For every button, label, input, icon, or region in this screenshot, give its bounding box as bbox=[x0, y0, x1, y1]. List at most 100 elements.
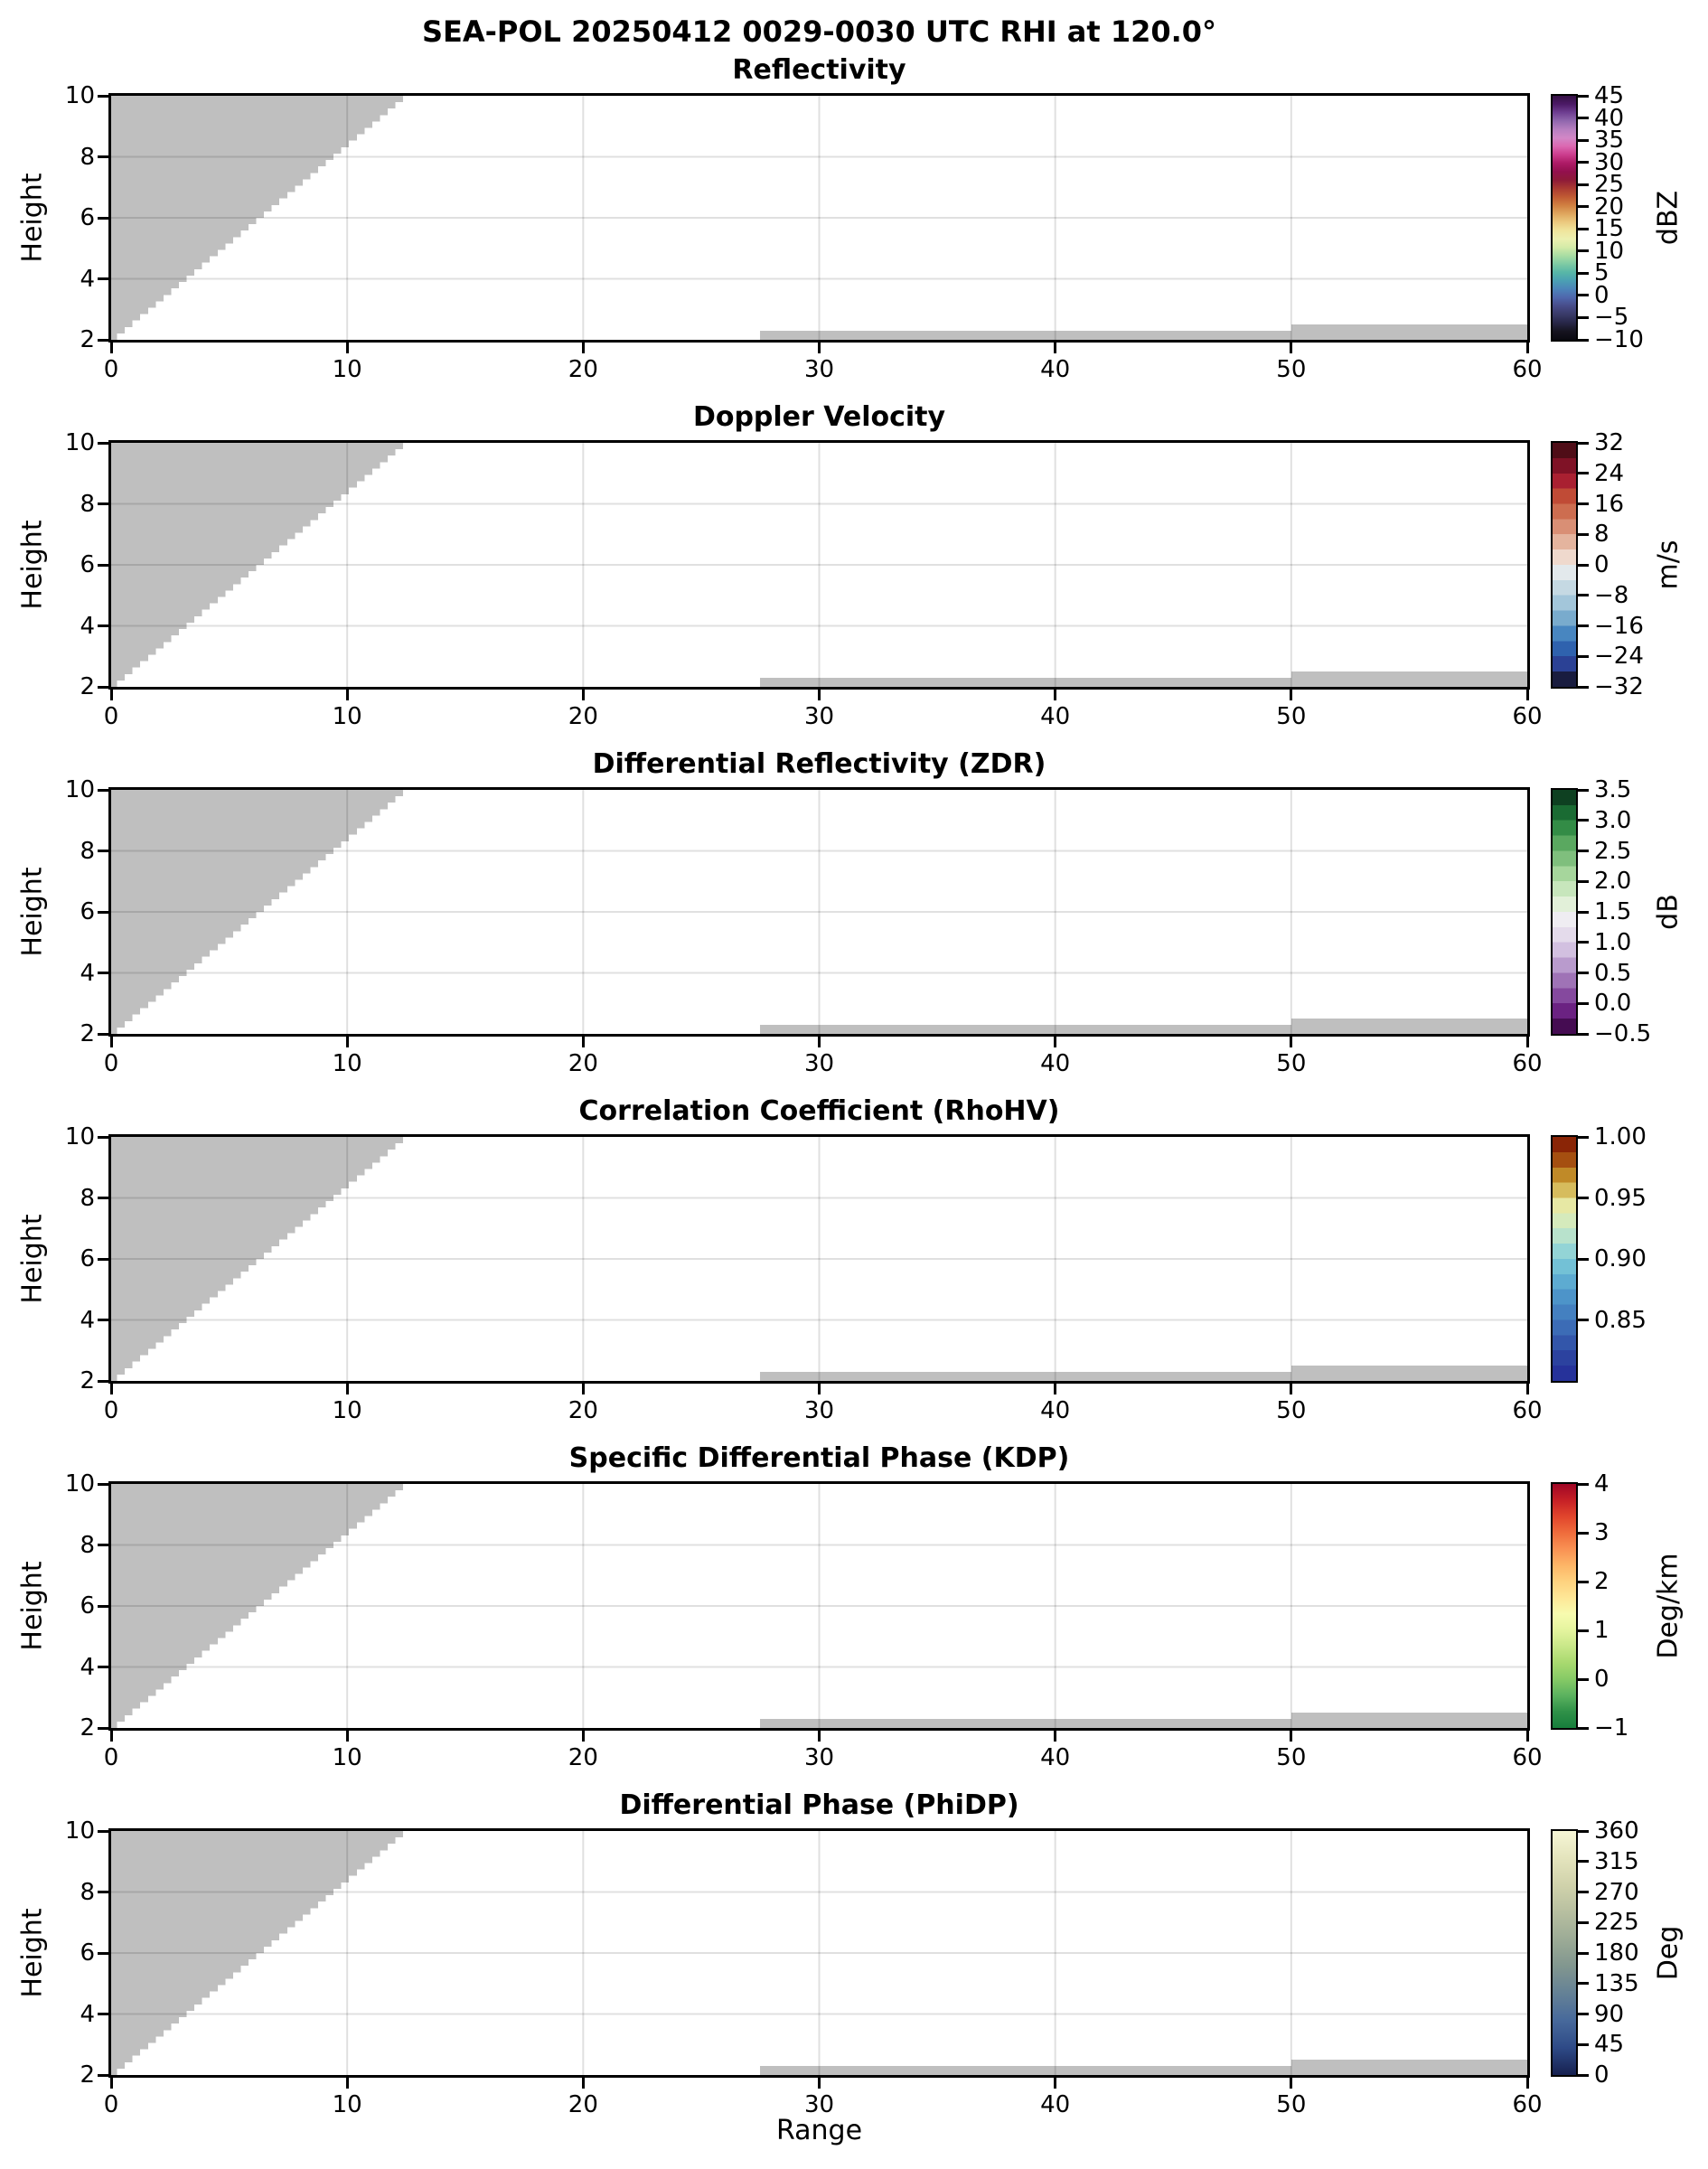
colorbar-tick-mark bbox=[1578, 1032, 1589, 1036]
colorbar-tick-mark bbox=[1578, 685, 1589, 689]
y-tick-label: 2 bbox=[80, 1367, 95, 1394]
colorbar-tick-label: 0.5 bbox=[1594, 959, 1632, 987]
x-tick-label: 0 bbox=[103, 356, 119, 383]
y-tick-mark bbox=[98, 1666, 108, 1668]
y-tick-label: 4 bbox=[80, 1306, 95, 1334]
y-tick-mark bbox=[98, 1544, 108, 1546]
x-tick-mark bbox=[818, 1384, 821, 1394]
x-tick-mark bbox=[818, 690, 821, 700]
nodata-beam-wedge bbox=[111, 1484, 411, 1728]
y-tick-label: 6 bbox=[80, 1592, 95, 1620]
x-tick-label: 40 bbox=[1040, 703, 1071, 730]
y-tick-mark bbox=[98, 788, 108, 792]
x-tick-label: 0 bbox=[103, 1744, 119, 1771]
nodata-beam-wedge bbox=[111, 443, 411, 687]
x-tick-mark bbox=[1290, 2078, 1293, 2089]
y-tick-mark bbox=[98, 1197, 108, 1199]
nodata-ground-strip bbox=[760, 1024, 1291, 1034]
x-tick-label: 60 bbox=[1512, 356, 1543, 383]
nodata-beam-wedge bbox=[111, 790, 411, 1034]
y-tick-mark bbox=[98, 1726, 108, 1730]
colorbar-tick-label: 1.0 bbox=[1594, 928, 1632, 956]
x-tick-label: 30 bbox=[803, 1744, 835, 1771]
colorbar-tick-label: 40 bbox=[1594, 104, 1625, 132]
colorbar-tick-label: 25 bbox=[1594, 171, 1625, 199]
y-axis-label: Height bbox=[16, 1908, 49, 1998]
y-tick-mark bbox=[98, 1951, 108, 1955]
x-tick-mark bbox=[818, 1731, 821, 1742]
rhi-scan-area bbox=[111, 443, 1527, 687]
nodata-beam-wedge bbox=[111, 1137, 411, 1381]
colorbar-3 bbox=[1551, 1135, 1578, 1383]
x-tick-label: 10 bbox=[332, 703, 362, 730]
colorbar-tick-label: 1 bbox=[1594, 1617, 1609, 1644]
colorbar-tick-mark bbox=[1578, 2073, 1589, 2077]
x-tick-label: 20 bbox=[568, 703, 598, 730]
panel-axes-1 bbox=[108, 440, 1530, 690]
colorbar-tick-mark bbox=[1578, 1135, 1589, 1139]
y-tick-label: 8 bbox=[80, 1184, 95, 1212]
colorbar-tick-mark bbox=[1578, 2042, 1589, 2046]
colorbar-unit-label: dB bbox=[1652, 894, 1685, 930]
colorbar-tick-label: 4 bbox=[1594, 1470, 1609, 1498]
x-tick-mark bbox=[109, 1384, 113, 1394]
x-tick-label: 50 bbox=[1276, 2091, 1307, 2118]
colorbar-tick-mark bbox=[1578, 205, 1589, 209]
x-tick-mark bbox=[109, 2078, 113, 2089]
x-tick-mark bbox=[1054, 343, 1057, 353]
colorbar-tick-mark bbox=[1578, 594, 1589, 597]
colorbar-tick-mark bbox=[1578, 1860, 1589, 1864]
x-tick-label: 60 bbox=[1512, 1050, 1543, 1077]
colorbar-tick-mark bbox=[1578, 850, 1589, 852]
colorbar-tick-mark bbox=[1578, 941, 1589, 944]
y-tick-mark bbox=[98, 1257, 108, 1261]
x-tick-label: 0 bbox=[103, 1050, 119, 1077]
x-tick-mark bbox=[109, 1037, 113, 1047]
colorbar-tick-label: 225 bbox=[1594, 1909, 1639, 1937]
colorbar-tick-mark bbox=[1578, 1891, 1589, 1893]
y-tick-label: 4 bbox=[80, 2000, 95, 2028]
colorbar-tick-label: 10 bbox=[1594, 237, 1625, 265]
colorbar-tick-mark bbox=[1578, 819, 1589, 822]
colorbar-tick-mark bbox=[1578, 788, 1589, 792]
colorbar-tick-label: 30 bbox=[1594, 148, 1625, 176]
x-tick-label: 60 bbox=[1512, 1397, 1543, 1424]
y-axis-label: Height bbox=[16, 520, 49, 610]
x-tick-mark bbox=[818, 1037, 821, 1047]
y-tick-mark bbox=[98, 216, 108, 220]
colorbar-1 bbox=[1551, 441, 1578, 689]
y-tick-mark bbox=[98, 624, 108, 627]
colorbar-tick-label: 2 bbox=[1594, 1568, 1609, 1595]
y-tick-label: 4 bbox=[80, 265, 95, 293]
x-tick-label: 40 bbox=[1040, 1744, 1071, 1771]
colorbar-tick-mark bbox=[1578, 271, 1589, 275]
y-tick-mark bbox=[98, 1604, 108, 1608]
y-tick-label: 2 bbox=[80, 326, 95, 353]
colorbar-tick-mark bbox=[1578, 1257, 1589, 1261]
colorbar-tick-mark bbox=[1578, 1580, 1589, 1583]
x-tick-mark bbox=[1054, 1384, 1057, 1394]
x-tick-mark bbox=[1290, 343, 1293, 353]
colorbar-tick-mark bbox=[1578, 1001, 1589, 1005]
panel-axes-5 bbox=[108, 1828, 1530, 2078]
y-axis-label: Height bbox=[16, 1561, 49, 1651]
x-tick-label: 30 bbox=[803, 356, 835, 383]
y-axis-label: Height bbox=[16, 867, 49, 957]
y-tick-mark bbox=[98, 338, 108, 342]
y-tick-mark bbox=[98, 910, 108, 914]
x-tick-label: 60 bbox=[1512, 2091, 1543, 2118]
colorbar-tick-label: 2.5 bbox=[1594, 837, 1632, 865]
colorbar-tick-label: −5 bbox=[1594, 304, 1629, 332]
x-tick-label: 50 bbox=[1276, 356, 1307, 383]
x-tick-mark bbox=[1054, 1731, 1057, 1742]
x-tick-mark bbox=[1290, 690, 1293, 700]
x-tick-mark bbox=[1525, 2078, 1529, 2089]
x-tick-mark bbox=[581, 1731, 585, 1742]
y-tick-mark bbox=[98, 685, 108, 689]
x-tick-mark bbox=[581, 343, 585, 353]
colorbar-tick-mark bbox=[1578, 2013, 1589, 2015]
nodata-beam-wedge bbox=[111, 96, 411, 340]
colorbar-tick-mark bbox=[1578, 441, 1589, 445]
colorbar-tick-label: 3.0 bbox=[1594, 806, 1632, 834]
y-tick-label: 8 bbox=[80, 1878, 95, 1906]
